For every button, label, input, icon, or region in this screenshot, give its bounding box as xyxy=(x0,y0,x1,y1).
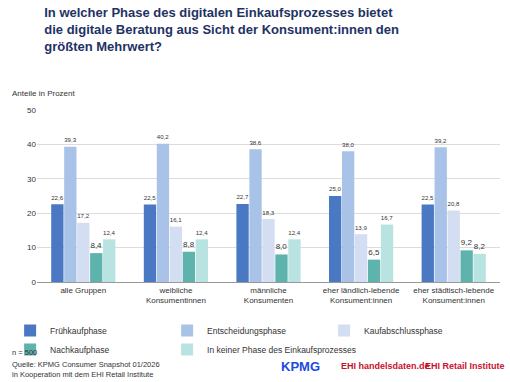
svg-text:Kaufabschlussphase: Kaufabschlussphase xyxy=(364,326,443,336)
svg-text:EHI handelsdaten.de: EHI handelsdaten.de xyxy=(341,361,430,371)
svg-text:22,5: 22,5 xyxy=(144,194,156,201)
svg-text:40: 40 xyxy=(27,140,36,149)
svg-text:8,2: 8,2 xyxy=(474,242,486,251)
svg-text:13,9: 13,9 xyxy=(355,224,367,231)
svg-text:22,5: 22,5 xyxy=(422,194,434,201)
svg-text:25,0: 25,0 xyxy=(329,185,341,192)
svg-text:eher ländlich-lebendeKonsument: eher ländlich-lebendeKonsument:innen xyxy=(323,286,400,305)
svg-text:Anteile in Prozent: Anteile in Prozent xyxy=(12,89,75,98)
svg-text:12,4: 12,4 xyxy=(103,229,115,236)
svg-text:38,0: 38,0 xyxy=(342,141,354,148)
svg-text:in Kooperation mit dem EHI Ret: in Kooperation mit dem EHI Retail Instit… xyxy=(12,370,153,379)
svg-text:22,7: 22,7 xyxy=(236,193,248,200)
svg-text:17,2: 17,2 xyxy=(77,212,89,219)
svg-text:EHI Retail Institute: EHI Retail Institute xyxy=(425,361,505,371)
svg-text:Frühkaufphase: Frühkaufphase xyxy=(50,326,107,336)
svg-text:18,3: 18,3 xyxy=(262,209,274,216)
svg-text:20: 20 xyxy=(27,209,36,218)
svg-text:16,7: 16,7 xyxy=(381,214,393,221)
svg-text:50: 50 xyxy=(27,106,36,115)
svg-text:Nachkaufphase: Nachkaufphase xyxy=(50,345,109,355)
svg-text:30: 30 xyxy=(27,175,36,184)
svg-text:0: 0 xyxy=(32,278,37,287)
svg-text:In keiner Phase des Einkaufspr: In keiner Phase des Einkaufsprozesses xyxy=(207,345,356,355)
svg-text:Quelle: KPMG Consumer Snapshot: Quelle: KPMG Consumer Snapshot 01/2026 xyxy=(12,360,160,369)
svg-text:10: 10 xyxy=(27,243,36,252)
svg-text:6,5: 6,5 xyxy=(368,248,380,257)
svg-text:39,3: 39,3 xyxy=(64,136,76,143)
svg-text:alle Gruppen: alle Gruppen xyxy=(60,286,106,295)
svg-text:40,2: 40,2 xyxy=(157,133,169,140)
svg-text:22,6: 22,6 xyxy=(51,194,63,201)
svg-text:In welcher Phase des digitalen: In welcher Phase des digitalen Einkaufsp… xyxy=(44,5,399,54)
svg-text:16,1: 16,1 xyxy=(170,216,182,223)
svg-text:eher städtisch-lebendeKonsumen: eher städtisch-lebendeKonsument:innen xyxy=(413,286,494,305)
svg-text:12,4: 12,4 xyxy=(288,229,300,236)
svg-text:9,2: 9,2 xyxy=(461,238,473,247)
svg-text:38,6: 38,6 xyxy=(249,139,261,146)
svg-text:12,4: 12,4 xyxy=(196,229,208,236)
svg-text:39,2: 39,2 xyxy=(435,137,447,144)
svg-text:männlicheKonsumenten: männlicheKonsumenten xyxy=(244,286,293,305)
svg-text:Entscheidungsphase: Entscheidungsphase xyxy=(207,326,286,336)
svg-text:20,8: 20,8 xyxy=(448,200,460,207)
svg-text:8,4: 8,4 xyxy=(90,241,102,250)
svg-text:8,0: 8,0 xyxy=(276,242,288,251)
svg-text:KPMG: KPMG xyxy=(281,359,320,374)
svg-text:weiblicheKonsumentinnen: weiblicheKonsumentinnen xyxy=(146,286,206,305)
svg-text:n = 500: n = 500 xyxy=(12,348,37,357)
svg-text:8,8: 8,8 xyxy=(183,240,195,249)
